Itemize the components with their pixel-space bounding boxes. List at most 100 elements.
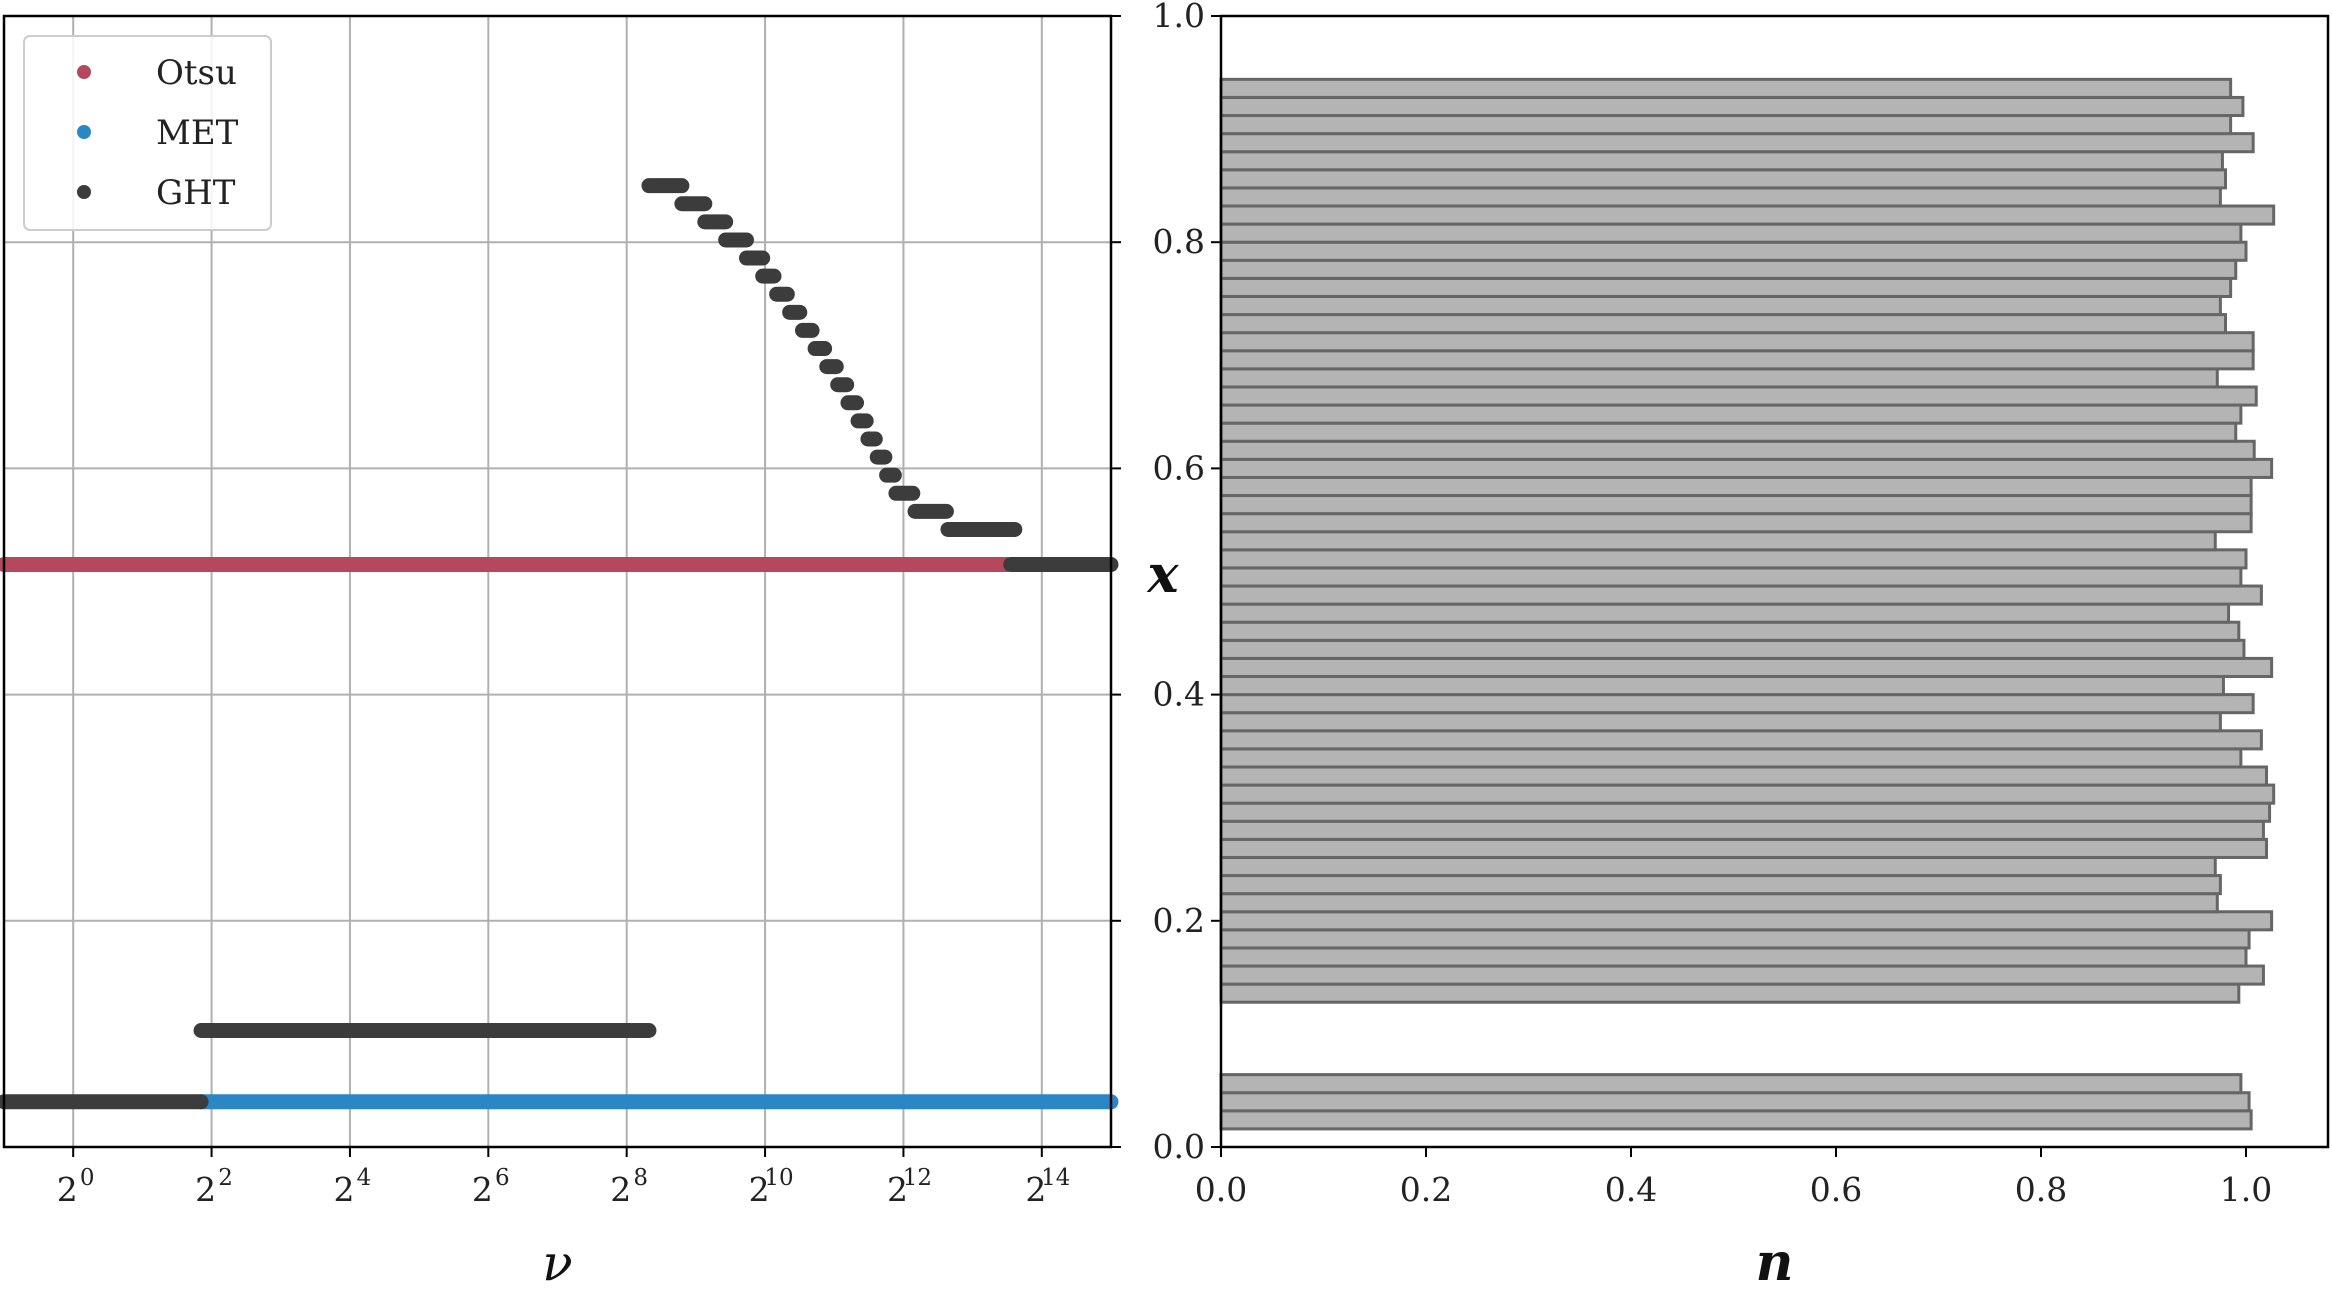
x-tick-label: 1.0 — [2220, 1170, 2272, 1209]
y-tick-label: 0.6 — [1153, 448, 1205, 487]
histogram-bar — [1219, 204, 2276, 226]
histogram-bar — [1219, 711, 2222, 733]
histogram-bar — [1219, 1091, 2251, 1113]
histogram-bar — [1219, 783, 2276, 805]
histogram-bar — [1219, 457, 2274, 479]
x-tick-label: 2 — [1025, 1170, 1046, 1209]
legend-label-ght: GHT — [156, 173, 236, 213]
histogram-bar — [1219, 928, 2251, 950]
histogram-bar — [1219, 367, 2219, 389]
histogram-bar — [1219, 114, 2233, 136]
histogram-bar — [1219, 620, 2241, 642]
histogram-bar — [1219, 602, 2231, 624]
legend-entry-otsu: Otsu — [77, 53, 237, 93]
y-tick-label: 0.4 — [1153, 675, 1205, 714]
histogram-bar — [1219, 892, 2219, 914]
legend-entry-ght: GHT — [77, 173, 236, 213]
histogram-bar — [1219, 747, 2243, 769]
histogram-bar — [1219, 910, 2274, 932]
left-panel: 2 0 2 2 2 4 2 6 2 8 210 212 214 ν Otsu MET GHT — [0, 14, 1119, 1292]
x-tick-label: 2 — [333, 1170, 354, 1209]
histogram-bar — [1219, 874, 2222, 896]
histogram-bar — [1219, 77, 2233, 99]
x-tick-label: 0.0 — [1195, 1170, 1247, 1209]
x-tick-label-exponent: 2 — [218, 1165, 233, 1191]
histogram-bar — [1219, 439, 2256, 461]
legend-marker-otsu — [77, 65, 91, 79]
histogram-bar — [1219, 222, 2243, 244]
right-x-ticks: 0.0 0.2 0.4 0.6 0.8 1.0 — [1195, 1147, 2272, 1209]
histogram-bar — [1219, 982, 2241, 1004]
histogram-bar — [1219, 964, 2265, 986]
histogram-bar — [1219, 819, 2265, 841]
legend-box — [23, 35, 272, 231]
legend-entry-met: MET — [77, 113, 239, 153]
y-tick-label: 0.0 — [1153, 1127, 1205, 1166]
legend-label-otsu: Otsu — [156, 53, 237, 93]
y-axis-label: x — [1146, 544, 1179, 605]
histogram-bar — [1219, 1073, 2243, 1095]
histogram-bar — [1219, 584, 2263, 606]
right-axes-frame — [1219, 14, 2330, 1149]
y-tick-label: 0.2 — [1153, 901, 1205, 940]
x-tick-label: 2 — [57, 1170, 78, 1209]
histogram-bar — [1219, 729, 2263, 751]
left-plot-lines — [0, 178, 1119, 1110]
x-tick-label: 2 — [887, 1170, 908, 1209]
histogram-bar — [1219, 765, 2268, 787]
histogram-bar — [1219, 693, 2255, 715]
histogram-bar — [1219, 837, 2268, 859]
histogram-bar — [1219, 385, 2258, 407]
x-tick-label: 0.4 — [1605, 1170, 1657, 1209]
x-tick-label: 2 — [472, 1170, 493, 1209]
left-x-axis-label: ν — [542, 1234, 572, 1292]
histogram-bar — [1219, 855, 2217, 878]
x-tick-label: 2 — [195, 1170, 216, 1209]
histogram-bar — [1219, 512, 2253, 534]
histogram-bar — [1219, 1109, 2253, 1131]
left-x-ticks: 2 0 2 2 2 4 2 6 2 8 210 212 214 — [57, 1147, 1070, 1209]
histogram-bar — [1219, 294, 2222, 317]
x-tick-label: 2 — [610, 1170, 631, 1209]
y-tick-label: 0.8 — [1153, 222, 1205, 261]
x-tick-label-exponent: 0 — [80, 1165, 95, 1191]
right-histogram-bars — [1219, 77, 2276, 1131]
histogram-bar — [1219, 132, 2255, 154]
legend-marker-ght — [77, 185, 91, 199]
histogram-bar — [1219, 566, 2243, 588]
x-tick-label-exponent: 12 — [903, 1165, 932, 1191]
x-tick-label-exponent: 8 — [633, 1165, 648, 1191]
left-axes-frame — [2, 14, 1113, 1149]
x-tick-label: 0.2 — [1400, 1170, 1452, 1209]
histogram-bar — [1219, 258, 2238, 280]
histogram-bar — [1219, 638, 2246, 660]
histogram-bar — [1219, 801, 2272, 823]
histogram-bar — [1219, 421, 2238, 443]
histogram-bar — [1219, 675, 2225, 697]
histogram-bar — [1219, 186, 2222, 208]
x-tick-label-exponent: 6 — [495, 1165, 510, 1191]
shared-y-ticks: 0.0 0.2 0.4 0.6 0.8 1.0 — [1111, 0, 1221, 1166]
histogram-bar — [1219, 240, 2248, 262]
legend-marker-met — [77, 125, 91, 139]
x-tick-label-exponent: 10 — [764, 1165, 793, 1191]
histogram-bar — [1219, 656, 2274, 679]
legend-label-met: MET — [156, 113, 239, 153]
histogram-bar — [1219, 95, 2245, 118]
x-tick-label: 0.6 — [1810, 1170, 1862, 1209]
histogram-bar — [1219, 530, 2217, 552]
x-tick-label: 0.8 — [2015, 1170, 2067, 1209]
right-panel: 0.0 0.2 0.4 0.6 0.8 1.0 n — [1195, 14, 2330, 1293]
histogram-bar — [1219, 946, 2248, 968]
legend: Otsu MET GHT — [23, 35, 272, 231]
histogram-bar — [1219, 494, 2253, 516]
right-x-axis-label: n — [1756, 1232, 1794, 1293]
y-tick-label: 1.0 — [1153, 0, 1205, 35]
x-tick-label: 2 — [749, 1170, 770, 1209]
histogram-bar — [1219, 403, 2243, 425]
histogram-bar — [1219, 475, 2253, 498]
histogram-bar — [1219, 168, 2227, 190]
histogram-bar — [1219, 548, 2248, 570]
x-tick-label-exponent: 14 — [1041, 1165, 1070, 1191]
